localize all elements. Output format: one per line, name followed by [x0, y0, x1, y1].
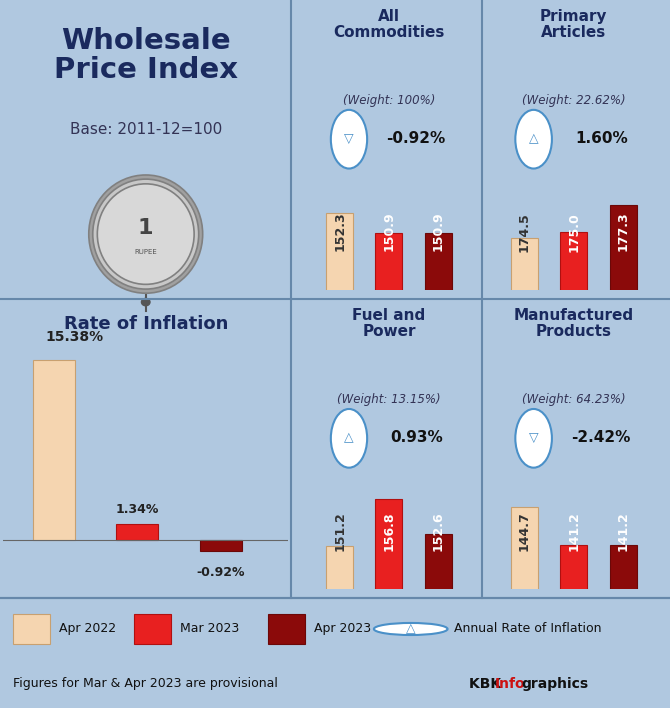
Circle shape	[92, 179, 199, 289]
Text: 141.2: 141.2	[617, 511, 630, 551]
Bar	[425, 534, 452, 708]
Circle shape	[331, 409, 367, 468]
Text: ▽: ▽	[529, 431, 539, 444]
Text: Apr 2023: Apr 2023	[314, 622, 371, 636]
Text: 141.2: 141.2	[567, 511, 580, 551]
FancyBboxPatch shape	[268, 614, 305, 644]
Bar	[610, 544, 637, 708]
Text: △: △	[529, 132, 539, 145]
Bar	[33, 360, 74, 539]
Text: 152.3: 152.3	[333, 212, 346, 251]
Text: 1.34%: 1.34%	[116, 503, 159, 517]
Text: Apr 2022: Apr 2022	[59, 622, 116, 636]
Text: △: △	[344, 431, 354, 444]
Text: 15.38%: 15.38%	[46, 330, 103, 343]
Circle shape	[515, 409, 552, 468]
Bar	[560, 232, 588, 708]
Text: 174.5: 174.5	[518, 212, 531, 251]
Text: KBK: KBK	[469, 677, 506, 691]
Text: 0.93%: 0.93%	[390, 430, 443, 445]
Text: Info: Info	[494, 677, 525, 691]
Circle shape	[515, 110, 552, 169]
Text: -0.92%: -0.92%	[387, 131, 446, 146]
Text: (Weight: 22.62%): (Weight: 22.62%)	[522, 93, 626, 107]
Bar	[375, 233, 403, 708]
Bar	[375, 499, 403, 708]
FancyBboxPatch shape	[13, 614, 50, 644]
Circle shape	[88, 175, 203, 293]
Text: (Weight: 100%): (Weight: 100%)	[343, 93, 435, 107]
Text: Mar 2023: Mar 2023	[180, 622, 239, 636]
Bar	[117, 524, 158, 539]
Text: 1: 1	[138, 218, 153, 238]
Bar	[200, 539, 242, 551]
Text: ▽: ▽	[344, 132, 354, 145]
Text: 144.7: 144.7	[518, 511, 531, 551]
Text: Base: 2011-12=100: Base: 2011-12=100	[70, 122, 222, 137]
Text: -2.42%: -2.42%	[572, 430, 631, 445]
Text: (Weight: 64.23%): (Weight: 64.23%)	[522, 393, 626, 406]
Text: 175.0: 175.0	[567, 212, 580, 251]
Text: (Weight: 13.15%): (Weight: 13.15%)	[337, 393, 441, 406]
Bar	[326, 212, 353, 708]
Circle shape	[97, 184, 194, 285]
Bar	[560, 544, 588, 708]
Text: Primary
Articles: Primary Articles	[540, 8, 608, 40]
Text: 1.60%: 1.60%	[575, 131, 628, 146]
FancyBboxPatch shape	[134, 614, 171, 644]
Bar	[610, 205, 637, 708]
Text: 150.9: 150.9	[383, 212, 395, 251]
Bar	[326, 546, 353, 708]
Text: -0.92%: -0.92%	[197, 566, 245, 578]
Text: △: △	[406, 622, 415, 636]
Ellipse shape	[141, 298, 150, 306]
Bar	[511, 508, 538, 708]
Text: Rate of Inflation: Rate of Inflation	[64, 315, 228, 333]
Bar	[511, 237, 538, 708]
Text: 150.9: 150.9	[431, 212, 445, 251]
Circle shape	[374, 623, 448, 635]
Text: All
Commodities: All Commodities	[333, 8, 445, 40]
Text: Figures for Mar & Apr 2023 are provisional: Figures for Mar & Apr 2023 are provision…	[13, 678, 278, 690]
Text: 156.8: 156.8	[383, 511, 395, 551]
Text: Manufactured
Products: Manufactured Products	[514, 308, 634, 339]
Text: RUPEE: RUPEE	[135, 249, 157, 255]
Text: graphics: graphics	[521, 677, 588, 691]
Text: Annual Rate of Inflation: Annual Rate of Inflation	[454, 622, 602, 636]
Circle shape	[331, 110, 367, 169]
Text: Fuel and
Power: Fuel and Power	[352, 308, 425, 339]
Text: Wholesale
Price Index: Wholesale Price Index	[54, 27, 238, 84]
Text: 151.2: 151.2	[333, 511, 346, 551]
Text: 152.6: 152.6	[431, 511, 445, 551]
Text: 177.3: 177.3	[617, 212, 630, 251]
Bar	[425, 233, 452, 708]
